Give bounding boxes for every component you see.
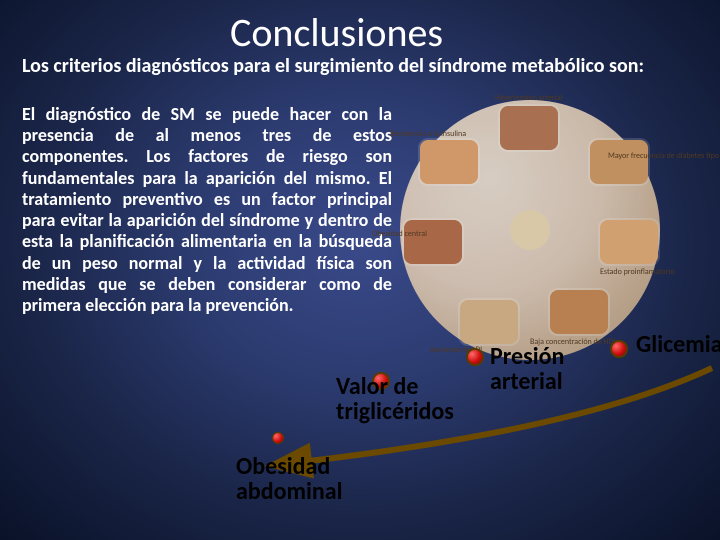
diagram-thumb [600,220,658,264]
diagram-label: Mayor frecuencia de diabetes tipo 2 [608,152,720,160]
risk-label-presion: Presión arterial [490,344,600,394]
diagram-center [510,210,550,250]
slide-title: Conclusiones [230,8,443,57]
diagram-thumb [500,106,558,150]
presion-marker [466,348,484,366]
diagram-label: Estado proinflamatorio [600,268,675,276]
diagram-label: Obesidad central [372,230,427,238]
slide-subtitle: Los criterios diagnósticos para el surgi… [22,54,702,78]
metabolic-syndrome-diagram: Hipertensión arterial Mayor frecuencia d… [400,100,660,360]
diagram-thumb [420,140,478,184]
glicemia-marker [610,340,628,358]
body-paragraph: El diagnóstico de SM se puede hacer con … [22,104,392,316]
risk-label-trigliceridos: Valor de triglicéridos [336,374,496,424]
diagram-thumb [460,300,518,344]
diagram-thumb [404,220,462,264]
risk-label-obesidad: Obesidad abdominal [236,454,376,504]
obesidad-marker [272,432,284,444]
diagram-label: Resistencia a la insulina [390,130,466,138]
diagram-label: Hipertensión arterial [495,94,562,102]
diagram-thumb [550,290,608,334]
diagram-thumb [590,140,648,184]
risk-label-glicemia: Glicemia [636,332,720,357]
